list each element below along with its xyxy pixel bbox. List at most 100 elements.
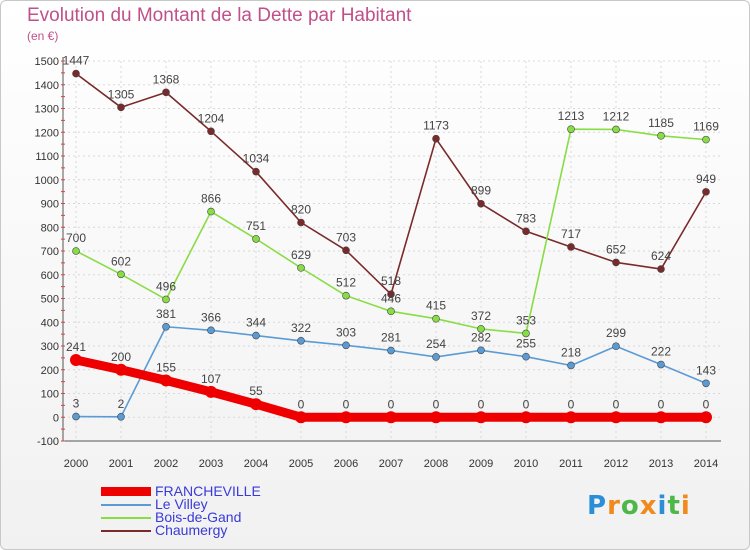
data-label: 783 <box>516 211 536 225</box>
y-tick-label: 1200 <box>35 127 59 139</box>
data-label: 1305 <box>108 87 135 101</box>
data-label: 0 <box>388 397 395 411</box>
data-point <box>612 125 620 134</box>
data-point <box>72 412 80 421</box>
data-label: 1212 <box>603 109 630 123</box>
data-point <box>520 411 532 424</box>
logo-letter: i <box>680 491 691 521</box>
data-point <box>522 227 530 236</box>
chart-legend: FRANCHEVILLE Le Villey Bois-de-Gand Chaumer… <box>101 484 261 537</box>
data-label: 820 <box>291 203 311 217</box>
data-point <box>700 411 712 424</box>
data-point <box>657 360 665 369</box>
data-point <box>115 363 127 376</box>
data-point <box>252 235 260 243</box>
data-label: 866 <box>201 192 221 206</box>
y-tick-label: 100 <box>41 389 59 401</box>
data-point <box>522 352 530 361</box>
data-label: 366 <box>201 310 221 324</box>
data-label: 1169 <box>693 120 719 134</box>
chart-title: Evolution du Montant de la Dette par Hab… <box>27 5 412 26</box>
data-point <box>387 346 395 355</box>
data-point <box>477 325 485 333</box>
data-label: 0 <box>478 397 485 411</box>
data-label: 518 <box>381 274 401 288</box>
data-point <box>207 326 215 335</box>
data-point <box>655 411 667 424</box>
x-tick-label: 2007 <box>379 458 403 470</box>
data-point <box>295 411 307 424</box>
data-label: 629 <box>291 248 311 262</box>
data-point <box>385 411 397 424</box>
data-label: 0 <box>568 397 575 411</box>
data-label: 1034 <box>243 152 270 166</box>
data-label: 0 <box>613 397 620 411</box>
logo-letter: t <box>667 491 681 521</box>
logo-letter: r <box>607 491 621 521</box>
x-tick-label: 2005 <box>289 458 313 470</box>
data-point <box>162 322 170 331</box>
x-tick-label: 2012 <box>604 458 628 470</box>
y-tick-label: 400 <box>41 317 59 329</box>
data-point <box>657 132 665 140</box>
data-point <box>72 69 80 78</box>
data-label: 143 <box>696 363 716 377</box>
logo-letter: x <box>639 491 658 521</box>
x-tick-label: 2014 <box>694 458 718 470</box>
data-point <box>522 329 530 338</box>
data-point <box>477 346 485 355</box>
data-label: 372 <box>471 309 491 323</box>
data-label: 281 <box>381 331 401 345</box>
data-point <box>430 411 442 424</box>
data-label: 0 <box>523 397 530 411</box>
data-point <box>340 411 352 424</box>
y-tick-label: 200 <box>41 365 59 377</box>
data-label: 200 <box>111 350 131 364</box>
legend-swatch <box>101 529 151 532</box>
data-label: 2 <box>118 397 125 411</box>
data-label: 0 <box>433 397 440 411</box>
x-tick-label: 2001 <box>109 458 133 470</box>
data-label: 652 <box>606 242 626 256</box>
data-point <box>297 218 305 227</box>
data-label: 496 <box>156 279 176 293</box>
data-label: 155 <box>156 360 176 374</box>
y-tick-label: 700 <box>41 246 59 258</box>
x-tick-label: 2013 <box>649 458 673 470</box>
data-point <box>702 188 710 196</box>
data-label: 1173 <box>423 119 449 133</box>
data-point <box>162 88 170 97</box>
x-tick-label: 2010 <box>514 458 538 470</box>
data-point <box>207 127 215 136</box>
data-point <box>432 314 440 323</box>
data-label: 899 <box>471 184 491 198</box>
data-point <box>612 342 620 351</box>
x-tick-label: 2002 <box>154 458 178 470</box>
y-tick-label: 300 <box>41 341 59 353</box>
data-label: 717 <box>561 227 581 241</box>
data-point <box>387 290 395 299</box>
data-label: 0 <box>658 397 665 411</box>
data-label: 0 <box>298 397 305 411</box>
data-label: 381 <box>156 307 176 321</box>
data-point <box>205 385 217 398</box>
data-point <box>207 207 215 216</box>
y-tick-label: 1500 <box>35 56 59 68</box>
y-tick-label: 1100 <box>35 151 59 163</box>
data-point <box>702 135 710 144</box>
y-tick-label: 1400 <box>35 80 59 92</box>
data-point <box>162 295 170 304</box>
y-tick-label: 500 <box>41 294 59 306</box>
data-label: 55 <box>249 384 263 398</box>
legend-swatch <box>101 516 151 519</box>
data-label: 107 <box>201 372 221 386</box>
y-tick-label: 900 <box>41 199 59 211</box>
data-point <box>342 341 350 350</box>
data-point <box>160 374 172 387</box>
x-tick-label: 2003 <box>199 458 223 470</box>
data-point <box>610 411 622 424</box>
x-tick-label: 2011 <box>559 458 583 470</box>
data-point <box>117 103 125 112</box>
